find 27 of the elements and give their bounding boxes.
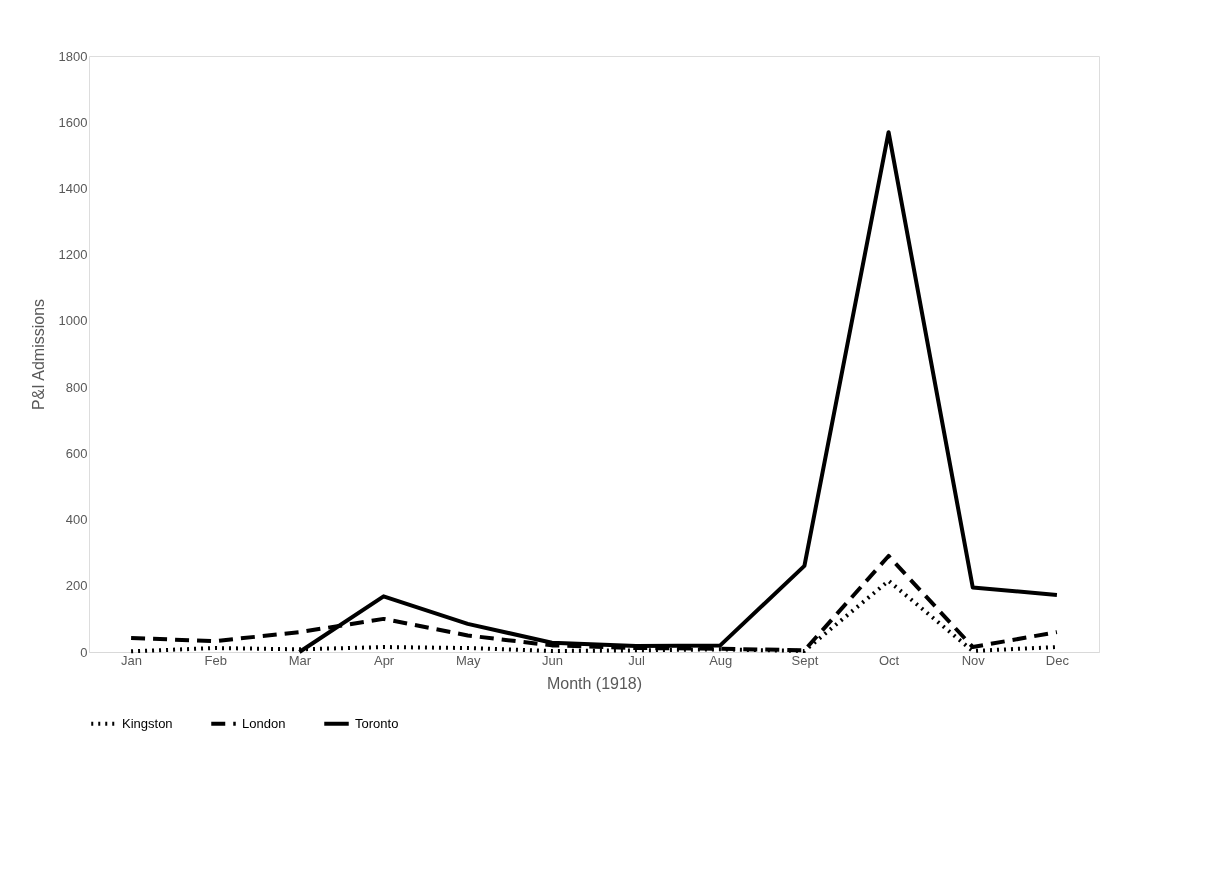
y-tick-label: 1000 (58, 313, 88, 329)
x-tick-label: Sept (791, 652, 819, 668)
x-tick-label: Aug (709, 652, 733, 668)
x-tick-label: Apr (373, 652, 395, 668)
y-tick-label: 800 (65, 379, 88, 395)
x-tick-label: Oct (878, 652, 900, 668)
x-tick-label: Jun (541, 652, 563, 668)
x-tick-label: Jul (628, 652, 645, 668)
y-tick-label: 1200 (58, 247, 88, 263)
y-tick-label: 1600 (58, 114, 88, 130)
x-tick-label: Dec (1045, 652, 1070, 668)
y-tick-label: 200 (65, 578, 88, 594)
legend-label: Toronto (355, 715, 399, 731)
y-tick-label: 1800 (58, 48, 88, 64)
x-tick-label: May (455, 652, 482, 668)
y-tick-label: 600 (65, 445, 88, 461)
x-tick-label: Mar (288, 652, 312, 668)
legend-label: London (242, 715, 286, 731)
x-axis-title: Month (1918) (546, 674, 643, 692)
y-tick-label: 0 (80, 644, 88, 660)
y-axis-title: P&I Admissions (29, 298, 47, 411)
x-tick-label: Jan (121, 652, 143, 668)
y-tick-label: 400 (65, 512, 88, 528)
x-tick-label: Nov (961, 652, 986, 668)
x-tick-label: Feb (204, 652, 227, 668)
y-tick-label: 1400 (58, 180, 88, 196)
legend-label: Kingston (122, 715, 173, 731)
